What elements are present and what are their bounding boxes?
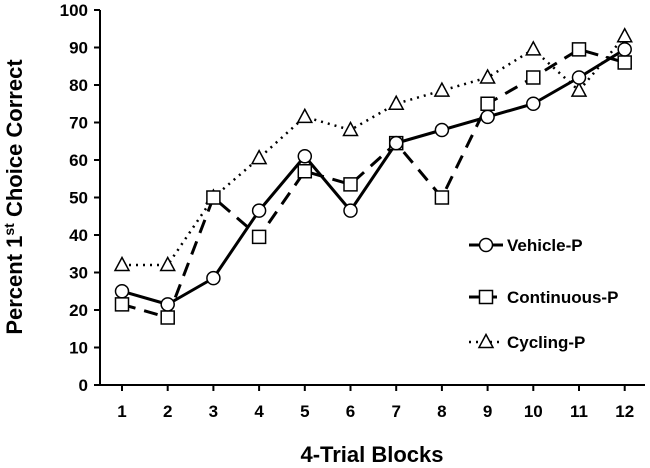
y-ticks: 0 10 20 30 40 50 60 70 80 90 100 — [60, 1, 100, 395]
x-tick-label: 5 — [300, 402, 309, 421]
y-axis-title-superscript: st — [1, 223, 17, 236]
circle-marker — [526, 96, 541, 111]
triangle-marker — [296, 107, 314, 124]
square-marker — [571, 42, 587, 57]
x-tick-label: 8 — [437, 402, 446, 421]
square-marker — [251, 229, 267, 245]
x-tick-label: 12 — [615, 402, 634, 421]
x-tick-label: 3 — [209, 402, 218, 421]
y-tick-label: 60 — [69, 151, 88, 170]
y-tick-label: 100 — [60, 1, 88, 20]
circle-marker — [160, 297, 175, 312]
y-tick-label: 10 — [69, 339, 88, 358]
circle-marker — [480, 109, 495, 125]
series-line-vehicle-p — [121, 48, 626, 306]
triangle-marker — [570, 81, 588, 97]
square-marker — [297, 164, 313, 179]
square-marker — [343, 177, 358, 192]
square-marker — [480, 96, 495, 111]
triangle-marker — [479, 68, 496, 84]
y-axis-title: Percent 1st Choice Correct — [1, 59, 27, 335]
y-tick-label: 40 — [69, 226, 88, 245]
y-tick-label: 80 — [69, 76, 88, 95]
circle-marker — [251, 203, 267, 218]
triangle-marker — [387, 94, 405, 110]
circle-marker — [388, 135, 404, 151]
triangle-marker — [342, 120, 359, 137]
x-tick-label: 9 — [483, 402, 492, 421]
circle-marker — [206, 270, 221, 286]
legend-label: Continuous-P — [507, 288, 618, 307]
circle-marker — [114, 284, 130, 299]
x-ticks: 1 2 3 4 5 6 7 8 9 10 11 12 — [117, 385, 634, 421]
triangle-marker — [159, 255, 176, 272]
series-layer — [113, 27, 633, 325]
series-line-continuous-p — [121, 47, 626, 319]
circle-marker — [617, 42, 632, 57]
x-tick-label: 11 — [570, 402, 588, 421]
x-tick-label: 1 — [117, 402, 126, 421]
square-marker — [206, 190, 221, 205]
y-tick-label: 20 — [69, 301, 88, 320]
y-tick-label: 50 — [69, 189, 88, 208]
x-tick-label: 2 — [163, 402, 172, 421]
x-tick-label: 6 — [346, 402, 355, 421]
y-tick-label: 0 — [79, 376, 88, 395]
square-marker — [114, 297, 130, 312]
y-tick-label: 30 — [69, 264, 88, 283]
triangle-marker — [113, 255, 131, 272]
circle-marker — [343, 203, 358, 218]
circle-marker — [571, 70, 587, 85]
y-tick-label: 70 — [69, 114, 88, 133]
triangle-marker — [433, 81, 451, 97]
x-tick-label: 7 — [391, 402, 400, 421]
circle-marker — [297, 149, 313, 164]
square-marker — [617, 55, 632, 70]
triangle-marker — [250, 149, 268, 165]
x-tick-label: 4 — [254, 402, 264, 421]
legend: Vehicle-P Continuous-P Cycling-P — [469, 236, 618, 352]
y-axis-title-rest: Choice Correct — [2, 59, 27, 223]
square-marker — [526, 70, 541, 85]
legend-triangle-marker — [477, 332, 495, 349]
triangle-marker — [616, 27, 633, 43]
y-tick-label: 90 — [69, 39, 88, 58]
legend-square-marker — [478, 289, 494, 305]
y-axis-title-main: Percent 1 — [2, 236, 27, 335]
x-axis-title: 4-Trial Blocks — [300, 442, 443, 467]
square-marker — [160, 310, 175, 325]
series-line-cycling-p — [122, 35, 626, 267]
legend-label: Cycling-P — [507, 333, 585, 352]
circle-marker — [434, 122, 450, 138]
legend-circle-marker — [478, 237, 494, 253]
triangle-marker — [525, 40, 542, 56]
square-marker — [434, 190, 450, 205]
x-tick-label: 10 — [524, 402, 543, 421]
legend-label: Vehicle-P — [507, 236, 583, 255]
